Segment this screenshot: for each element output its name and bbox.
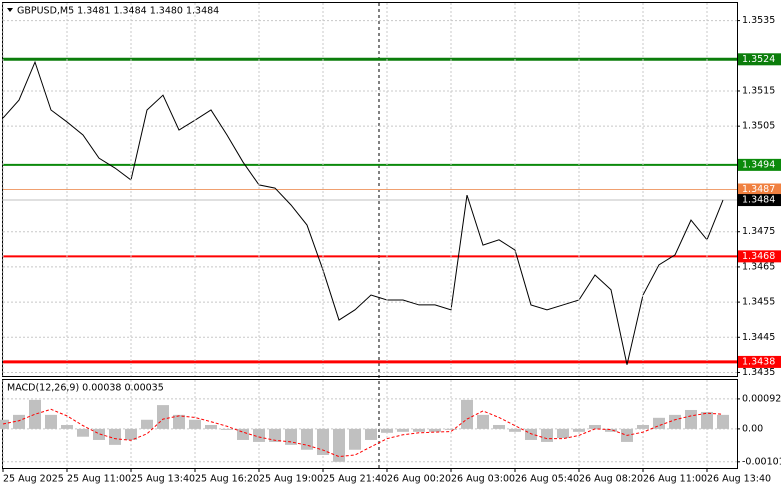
macd-bar <box>0 419 9 429</box>
macd-bar <box>61 424 73 429</box>
x-tick-label: 25 Aug 2025 <box>3 474 64 485</box>
level-label: 1.3524 <box>742 54 775 65</box>
macd-bar <box>477 414 489 429</box>
level-label: 1.3494 <box>742 159 775 170</box>
macd-bar <box>301 428 313 450</box>
macd-title: MACD(12,26,9) 0.00038 0.00035 <box>7 383 164 394</box>
x-tick-label: 25 Aug 21:40 <box>323 474 387 485</box>
macd-bar <box>669 414 681 429</box>
macd-bar <box>45 414 57 429</box>
level-label-box <box>738 183 781 196</box>
macd-bar <box>461 399 473 429</box>
level-label-box <box>738 53 781 66</box>
y-tick-label: 1.3455 <box>742 297 775 308</box>
y-tick-label: 1.3535 <box>742 15 775 26</box>
macd-bar <box>541 428 553 442</box>
x-tick-label: 26 Aug 03:00 <box>451 474 515 485</box>
macd-bar <box>685 409 697 429</box>
y-tick-label: 1.3505 <box>742 121 775 132</box>
y-tick-label: 1.3515 <box>742 85 775 96</box>
macd-bar <box>173 414 185 429</box>
macd-bar <box>573 428 585 432</box>
x-tick-label: 25 Aug 19:00 <box>259 474 323 485</box>
macd-bar <box>333 428 345 462</box>
macd-bar <box>557 428 569 439</box>
macd-bar <box>157 405 169 429</box>
macd-bar <box>237 428 249 440</box>
level-label: 1.3487 <box>742 184 775 195</box>
macd-bar <box>253 428 265 442</box>
macd-bar <box>429 428 441 432</box>
macd-bar <box>205 424 217 429</box>
level-label-box <box>738 355 781 368</box>
macd-bar <box>109 428 121 445</box>
macd-bar <box>93 428 105 440</box>
macd-bar <box>493 424 505 429</box>
y-tick-label: -0.00101 <box>742 456 781 467</box>
y-tick-label: 1.3435 <box>742 367 775 378</box>
macd-bar <box>381 428 393 433</box>
x-tick-label: 26 Aug 00:20 <box>387 474 451 485</box>
macd-bar <box>397 428 409 432</box>
y-tick-label: 1.3475 <box>742 226 775 237</box>
macd-bar <box>317 428 329 455</box>
macd-bar <box>189 419 201 429</box>
x-tick-label: 26 Aug 08:20 <box>579 474 643 485</box>
macd-bar <box>29 399 41 429</box>
y-tick-label: 0.00092 <box>742 393 781 404</box>
macd-bar <box>77 428 89 437</box>
macd-bar <box>125 428 137 440</box>
macd-bar <box>269 428 281 442</box>
macd-bar <box>365 428 377 440</box>
x-tick-label: 26 Aug 13:40 <box>707 474 771 485</box>
level-label: 1.3468 <box>742 251 775 262</box>
macd-bar <box>701 411 713 429</box>
macd-bar <box>589 424 601 429</box>
macd-bar <box>445 428 457 430</box>
macd-bar <box>637 424 649 429</box>
x-tick-label: 25 Aug 13:40 <box>131 474 195 485</box>
macd-bar <box>141 419 153 429</box>
y-tick-label: 0.00 <box>742 423 763 434</box>
x-tick-label: 25 Aug 11:00 <box>67 474 131 485</box>
level-label: 1.3484 <box>742 195 775 206</box>
signal-line <box>2 408 724 458</box>
macd-bar <box>525 428 537 440</box>
macd-bar <box>509 428 521 432</box>
x-tick-label: 26 Aug 11:00 <box>643 474 707 485</box>
price-line <box>2 60 724 365</box>
macd-bar <box>605 428 617 432</box>
main-panel-frame <box>2 2 738 377</box>
macd-bar <box>221 428 233 430</box>
macd-bar <box>717 414 729 429</box>
chart-title: GBPUSD,M5 1.3481 1.3484 1.3480 1.3484 <box>17 6 219 17</box>
menu-triangle <box>7 8 13 12</box>
macd-bar <box>413 428 425 432</box>
y-tick-label: 1.3445 <box>742 332 775 343</box>
level-label-box <box>738 194 781 207</box>
macd-bar <box>349 428 361 450</box>
x-tick-label: 25 Aug 16:20 <box>195 474 259 485</box>
y-tick-label: 1.3465 <box>742 261 775 272</box>
macd-bar <box>13 414 25 429</box>
level-label-box <box>738 158 781 171</box>
macd-bar <box>285 428 297 445</box>
x-tick-label: 26 Aug 05:40 <box>515 474 579 485</box>
level-label: 1.3438 <box>742 356 775 367</box>
level-label-box <box>738 250 781 263</box>
macd-bar <box>653 417 665 429</box>
